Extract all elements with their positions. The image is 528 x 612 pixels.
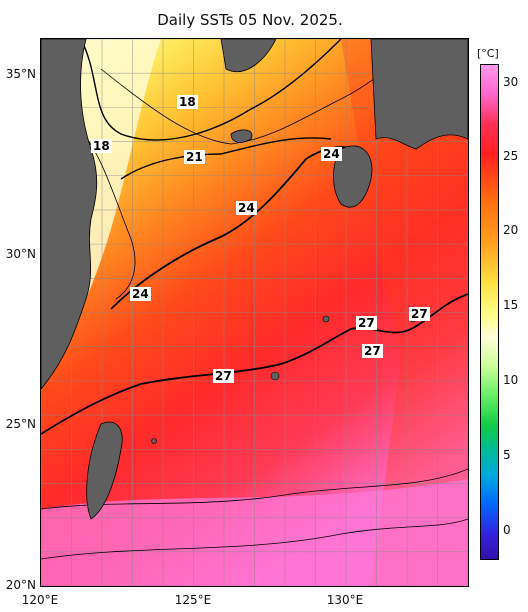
taiwan: [86, 421, 123, 520]
map-title: Daily SSTs 05 Nov. 2025.: [157, 11, 343, 29]
lon-tick: 120°E: [21, 593, 59, 607]
contour-30: [41, 518, 468, 560]
contour-label: 21: [184, 150, 205, 164]
colorbar-unit: [°C]: [477, 47, 499, 60]
japan-honshu: [370, 39, 468, 150]
lat-tick: 25°N: [5, 417, 36, 431]
colorbar-tick: 0: [503, 523, 511, 537]
contour-label: 24: [321, 147, 342, 161]
contour-label: 18: [91, 139, 112, 153]
china-mainland: [41, 39, 98, 390]
colorbar-tick: 20: [503, 223, 519, 237]
colorbar-tick: 30: [503, 75, 519, 89]
colorbar-tick: 5: [503, 448, 511, 462]
colorbar-tick: 10: [503, 373, 519, 387]
contour-label: 27: [409, 307, 430, 321]
okinawa-island: [270, 371, 280, 381]
landmasses: [41, 39, 468, 520]
jeju-island: [230, 129, 253, 143]
lat-tick: 30°N: [5, 247, 36, 261]
kyushu: [333, 145, 373, 208]
lon-tick: 130°E: [326, 593, 364, 607]
colorbar-tick: 15: [503, 298, 519, 312]
colorbar-tick: 25: [503, 149, 519, 163]
contour-27: [41, 293, 468, 435]
contour-label: 24: [236, 201, 257, 215]
amami-island: [322, 315, 330, 323]
contour-label: 27: [213, 369, 234, 383]
lat-tick: 20°N: [5, 578, 36, 592]
colorbar: [480, 64, 499, 560]
lon-tick: 125°E: [174, 593, 212, 607]
yaeyama-island: [151, 438, 157, 444]
contour-label: 27: [356, 316, 377, 330]
korea-peninsula: [220, 39, 277, 72]
contour-18: [80, 39, 342, 141]
sst-map: [40, 38, 469, 587]
contour-21: [120, 137, 332, 180]
contour-label: 18: [177, 95, 198, 109]
contour-29: [41, 468, 468, 510]
lat-tick: 35°N: [5, 67, 36, 81]
sst-map-canvas: [41, 39, 468, 586]
contour-label: 24: [130, 287, 151, 301]
contour-label: 27: [362, 344, 383, 358]
